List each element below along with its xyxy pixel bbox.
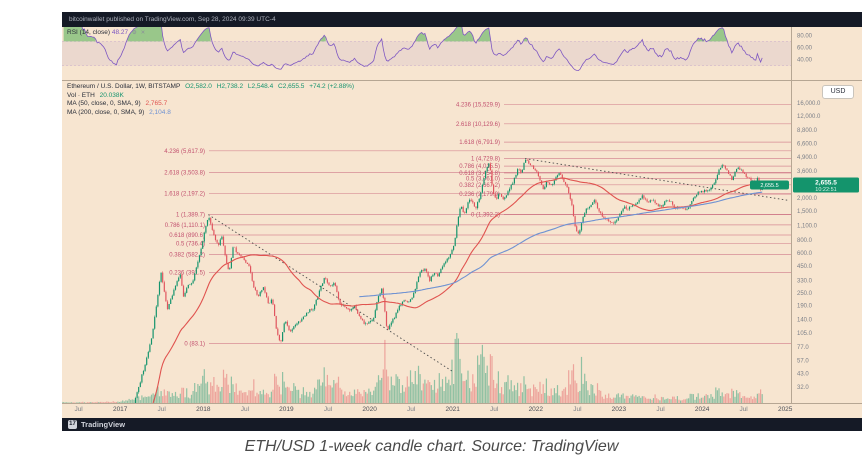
- time-axis-label: Jul: [240, 406, 250, 413]
- time-axis-label: Jul: [323, 406, 333, 413]
- price-chart-canvas[interactable]: 4.236 (5,617.9) 2.618 (3,503.8) 1.618 (2,1…: [62, 27, 862, 403]
- svg-text:80.00: 80.00: [797, 33, 813, 39]
- candles: [133, 158, 763, 403]
- time-axis-label: 2024: [694, 406, 710, 413]
- time-axis-label: 2021: [445, 406, 460, 413]
- svg-text:16,000.0: 16,000.0: [797, 101, 821, 107]
- chart-panes: 4.236 (5,617.9) 2.618 (3,503.8) 1.618 (2,1…: [62, 27, 862, 403]
- rsi-line: [81, 27, 763, 72]
- time-axis-label: Jul: [74, 406, 83, 413]
- svg-text:330.0: 330.0: [797, 278, 813, 284]
- svg-text:8,800.0: 8,800.0: [797, 128, 818, 134]
- fib-level-label: 0.236 (391.5): [169, 271, 205, 277]
- tradingview-logo-icon[interactable]: 17: [68, 420, 77, 429]
- svg-text:800.0: 800.0: [797, 238, 813, 244]
- svg-text:105.0: 105.0: [797, 331, 813, 337]
- ma200-line: [359, 191, 763, 298]
- rsi-value: 48.27: [111, 29, 129, 36]
- fib-level-label: 0.618 (3,454.8): [459, 171, 500, 177]
- fib-level-label: 0.786 (4,015.5): [459, 164, 500, 170]
- fib-level-label: 0 (83.1): [184, 342, 205, 348]
- fib-level-label: 4.236 (5,617.9): [164, 149, 205, 155]
- main-pane: 4.236 (5,617.9) 2.618 (3,503.8) 1.618 (2,1…: [62, 102, 791, 403]
- time-axis-label: 2018: [196, 406, 211, 413]
- svg-text:32.0: 32.0: [797, 385, 809, 391]
- svg-text:6,600.0: 6,600.0: [797, 141, 818, 147]
- svg-text:43.0: 43.0: [797, 372, 809, 378]
- gear-icon[interactable]: ⚙: [131, 30, 137, 36]
- tradingview-footer-bar: 17 TradingView: [62, 418, 862, 431]
- svg-text:1,500.0: 1,500.0: [797, 209, 818, 215]
- fib-level-label: 0.382 (582.2): [169, 252, 205, 258]
- svg-text:140.0: 140.0: [797, 318, 813, 324]
- svg-text:1,100.0: 1,100.0: [797, 223, 818, 229]
- fib-level-label: 2.618 (10,129.6): [456, 122, 500, 128]
- time-axis-label: 2023: [611, 406, 627, 413]
- fib-level-label: 4.236 (15,529.9): [456, 102, 500, 108]
- time-axis[interactable]: Jul 2017 Jul 2018 Jul 2019 Jul 2020 Jul 2021 Jul 20…: [62, 403, 862, 418]
- fib-level-label: 2.618 (3,503.8): [164, 170, 205, 176]
- price-axis[interactable]: 80.00 60.00 40.00 16,000.0 12,000.0 8,800.0 6,…: [791, 27, 860, 403]
- time-axis-label: Jul: [739, 406, 748, 413]
- time-axis-label: 2025: [777, 406, 793, 413]
- fib-level-label: 0.5 (736.4): [176, 242, 205, 248]
- svg-text:250.0: 250.0: [797, 291, 813, 297]
- time-axis-label: 2022: [528, 406, 544, 413]
- time-axis-label: Jul: [573, 406, 582, 413]
- svg-text:57.0: 57.0: [797, 359, 809, 365]
- svg-text:60.00: 60.00: [797, 45, 813, 51]
- svg-text:190.0: 190.0: [797, 304, 813, 310]
- fib-level-label: 1.618 (6,791.9): [459, 140, 500, 146]
- svg-text:600.0: 600.0: [797, 251, 813, 257]
- close-icon[interactable]: ✕: [140, 30, 146, 36]
- currency-toggle-button[interactable]: USD: [822, 85, 854, 99]
- rsi-indicator-name: RSI (14, close): [67, 29, 111, 36]
- fib-level-label: 1.618 (2,197.2): [164, 192, 205, 198]
- svg-text:3,600.0: 3,600.0: [797, 169, 818, 175]
- svg-text:12,000.0: 12,000.0: [797, 114, 821, 120]
- fib-level-label: 1 (1,389.7): [176, 213, 205, 219]
- time-axis-label: 2019: [279, 406, 294, 413]
- time-axis-label: Jul: [157, 406, 166, 413]
- svg-text:2,655.5: 2,655.5: [760, 183, 778, 189]
- time-axis-label: Jul: [406, 406, 416, 413]
- time-axis-label: 2017: [112, 406, 128, 413]
- image-caption: ETH/USD 1-week candle chart. Source: Tra…: [244, 438, 619, 455]
- svg-text:40.00: 40.00: [797, 58, 813, 64]
- rsi-pane: [62, 27, 791, 72]
- time-axis-label: Jul: [490, 406, 499, 413]
- trendline: [208, 214, 453, 372]
- svg-text:2,655.5: 2,655.5: [815, 180, 837, 187]
- last-price-tag: 2,655.5: [750, 180, 789, 190]
- svg-text:2,000.0: 2,000.0: [797, 196, 818, 202]
- rsi-legend: RSI (14, close) 48.27 ⚙ ✕: [67, 29, 145, 36]
- ma50-line: [152, 177, 763, 403]
- volume-bars: [62, 333, 763, 403]
- publish-bar: bitcoinwallet published on TradingView.c…: [62, 12, 862, 27]
- tradingview-logo-text[interactable]: TradingView: [81, 420, 126, 429]
- time-axis-label: Jul: [656, 406, 665, 413]
- svg-text:450.0: 450.0: [797, 264, 813, 270]
- svg-text:4,900.0: 4,900.0: [797, 155, 818, 161]
- fib-level-label: 0.618 (890.6): [169, 233, 205, 239]
- fib-level-label: 0.786 (1,110.1): [165, 223, 205, 229]
- fib-level-label: 0 (1,392.2): [471, 213, 500, 219]
- fib-level-label: 0.5 (3,061.0): [466, 177, 500, 183]
- bar-countdown: 10:22:51: [815, 187, 836, 193]
- fib-level-label: 1 (4,729.8): [471, 157, 500, 163]
- fib-level-label: 0.236 (2,179.9): [459, 192, 500, 198]
- tradingview-chart-window: bitcoinwallet published on TradingView.c…: [62, 12, 862, 431]
- fib-level-label: 0.382 (2,667.2): [459, 183, 500, 189]
- svg-text:77.0: 77.0: [797, 345, 809, 351]
- trendline: [524, 158, 788, 201]
- last-price-axis-badge: 2,655.5 10:22:51: [793, 177, 859, 193]
- time-axis-label: 2020: [362, 406, 377, 413]
